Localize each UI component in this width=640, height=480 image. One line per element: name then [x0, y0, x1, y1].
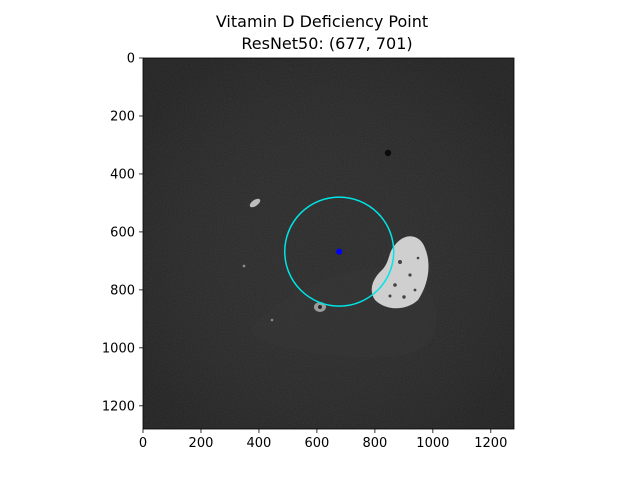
image-left-fragment: [249, 198, 261, 208]
y-tick-label: 0: [127, 52, 135, 67]
image-bright-region-speckles: [388, 256, 420, 299]
axes-frame: [142, 57, 515, 430]
y-tick-label: 400: [110, 167, 135, 182]
x-tick-label: 800: [362, 436, 387, 451]
y-tick-label: 1200: [102, 399, 135, 414]
x-tick-label: 1200: [474, 436, 507, 451]
x-axis: 0 200 400 600 800 1000 1200: [139, 429, 507, 451]
chart-title: Vitamin D Deficiency Point: [216, 12, 428, 31]
image-noise: [143, 58, 514, 429]
x-tick-label: 1000: [416, 436, 449, 451]
y-tick-label: 600: [110, 225, 135, 240]
deficiency-point-marker: [336, 248, 343, 255]
y-tick-label: 800: [110, 283, 135, 298]
image-dark-spot: [384, 149, 392, 157]
x-tick-label: 200: [189, 436, 214, 451]
x-tick-label: 0: [139, 436, 147, 451]
y-tick-label: 200: [110, 109, 135, 124]
y-tick-label: 1000: [102, 341, 135, 356]
chart-subtitle: ResNet50: (677, 701): [241, 34, 412, 53]
y-axis: 0 200 400 600 800 1000 1200: [102, 52, 143, 414]
x-tick-label: 600: [304, 436, 329, 451]
grayscale-image: [143, 58, 514, 429]
x-tick-label: 400: [247, 436, 272, 451]
region-circle: [283, 196, 395, 307]
